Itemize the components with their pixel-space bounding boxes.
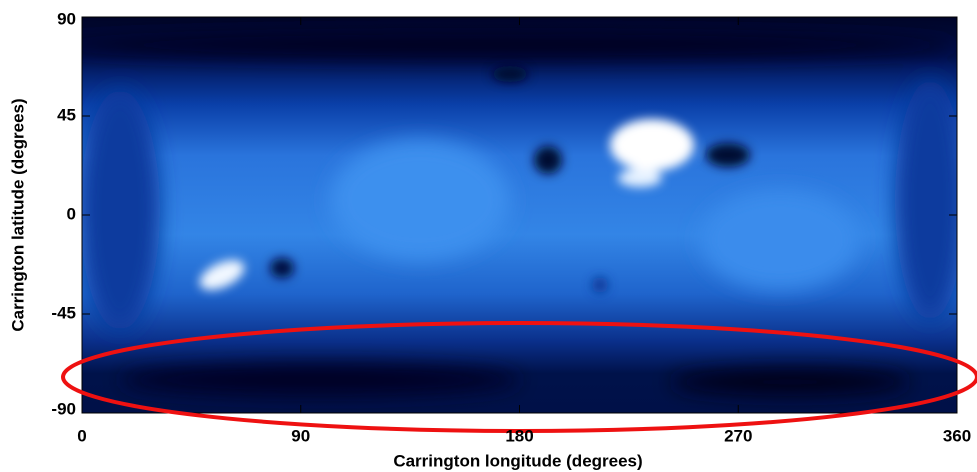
x-tick-label: 270 [724, 426, 752, 445]
y-tick-label: -45 [51, 303, 76, 322]
x-axis-label: Carrington longitude (degrees) [393, 451, 642, 470]
y-tick-label: 90 [57, 9, 76, 28]
x-tick-label: 180 [505, 426, 533, 445]
y-axis-label: Carrington latitude (degrees) [8, 98, 27, 331]
x-tick-label: 90 [291, 426, 310, 445]
highlight-ellipse [61, 321, 977, 433]
y-tick-label: 45 [57, 105, 76, 124]
y-tick-label: 0 [67, 204, 76, 223]
y-tick-label: -90 [51, 399, 76, 418]
x-tick-label: 0 [77, 426, 86, 445]
heatmap [82, 17, 957, 413]
x-tick-label: 360 [943, 426, 971, 445]
